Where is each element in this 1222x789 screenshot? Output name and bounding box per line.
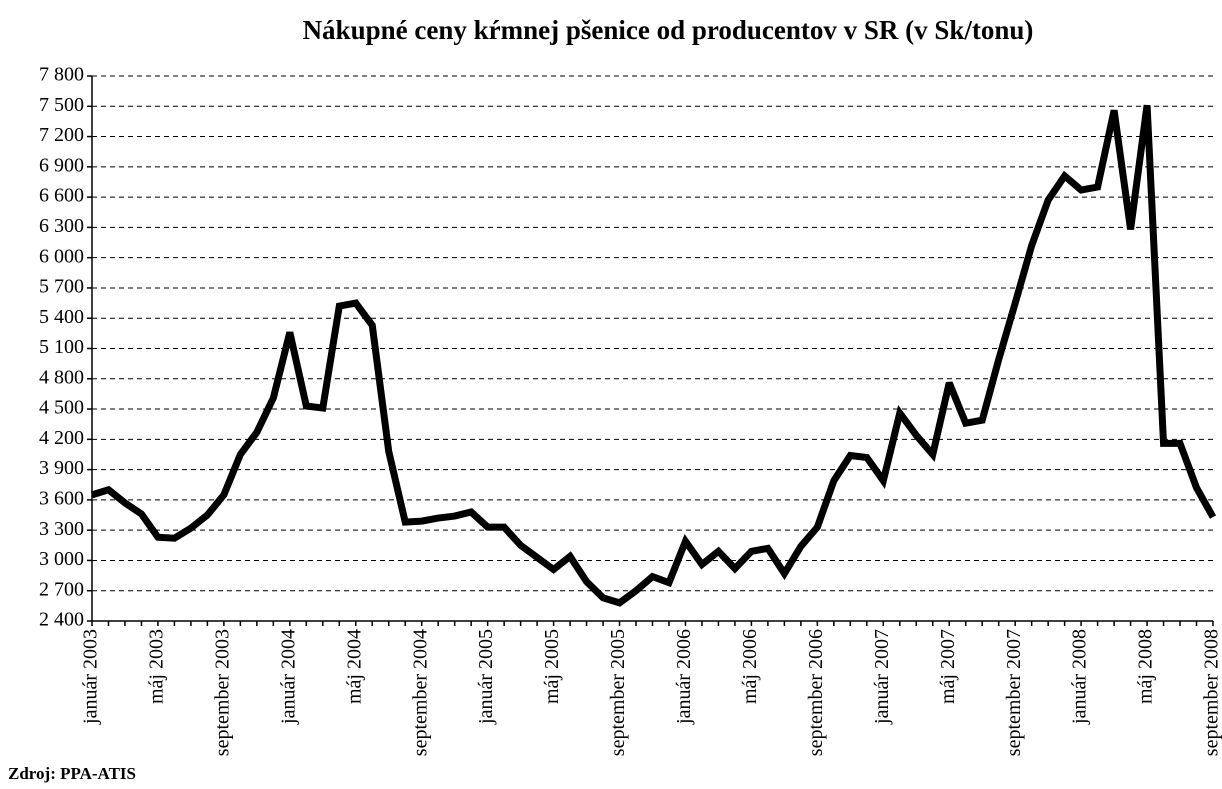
y-tick-label: 6 900 bbox=[39, 154, 84, 176]
x-tick-label: máj 2004 bbox=[343, 629, 365, 704]
y-tick-label: 3 900 bbox=[39, 457, 84, 479]
y-tick-label: 7 800 bbox=[39, 64, 84, 86]
y-tick-label: 6 000 bbox=[39, 245, 84, 267]
y-tick-label: 2 700 bbox=[39, 578, 84, 600]
source: Zdroj: PPA-ATIS bbox=[8, 764, 136, 783]
x-tick-label: január 2006 bbox=[673, 629, 695, 725]
y-tick-label: 3 000 bbox=[39, 548, 84, 570]
x-tick-label: september 2004 bbox=[409, 629, 431, 756]
x-tick-label: september 2006 bbox=[805, 629, 827, 756]
x-tick-label: január 2004 bbox=[277, 629, 299, 725]
x-tick-label: január 2003 bbox=[80, 629, 102, 725]
x-tick-label: január 2005 bbox=[475, 629, 497, 725]
y-tick-label: 5 700 bbox=[39, 276, 84, 298]
x-tick-label: január 2008 bbox=[1069, 629, 1091, 725]
y-tick-label: 6 600 bbox=[39, 185, 84, 207]
y-tick-label: 4 500 bbox=[39, 397, 84, 419]
y-tick-label: 6 300 bbox=[39, 215, 84, 237]
x-tick-label: január 2007 bbox=[871, 629, 893, 725]
y-tick-label: 4 200 bbox=[39, 427, 84, 449]
x-tick-label: september 2005 bbox=[607, 629, 629, 756]
x-tick-label: september 2007 bbox=[1003, 629, 1025, 756]
data-line bbox=[90, 104, 1217, 607]
y-tick-label: 5 400 bbox=[39, 306, 84, 328]
x-tick-label: september 2008 bbox=[1201, 629, 1222, 756]
x-tick-label: máj 2005 bbox=[541, 629, 563, 704]
y-tick-label: 7 500 bbox=[39, 94, 84, 116]
x-tick-label: máj 2006 bbox=[739, 629, 761, 704]
chart-title: Nákupné ceny kŕmnej pšenice od producent… bbox=[303, 15, 1034, 45]
x-tick-label: máj 2007 bbox=[937, 629, 959, 704]
y-tick-label: 5 100 bbox=[39, 336, 84, 358]
x-tick-label: september 2003 bbox=[211, 629, 233, 756]
y-tick-label: 3 600 bbox=[39, 487, 84, 509]
y-tick-label: 2 400 bbox=[39, 609, 84, 631]
y-tick-label: 4 800 bbox=[39, 366, 84, 388]
y-tick-label: 7 200 bbox=[39, 124, 84, 146]
y-tick-label: 3 300 bbox=[39, 518, 84, 540]
x-tick-label: máj 2008 bbox=[1135, 629, 1157, 704]
x-tick-label: máj 2003 bbox=[146, 629, 168, 704]
